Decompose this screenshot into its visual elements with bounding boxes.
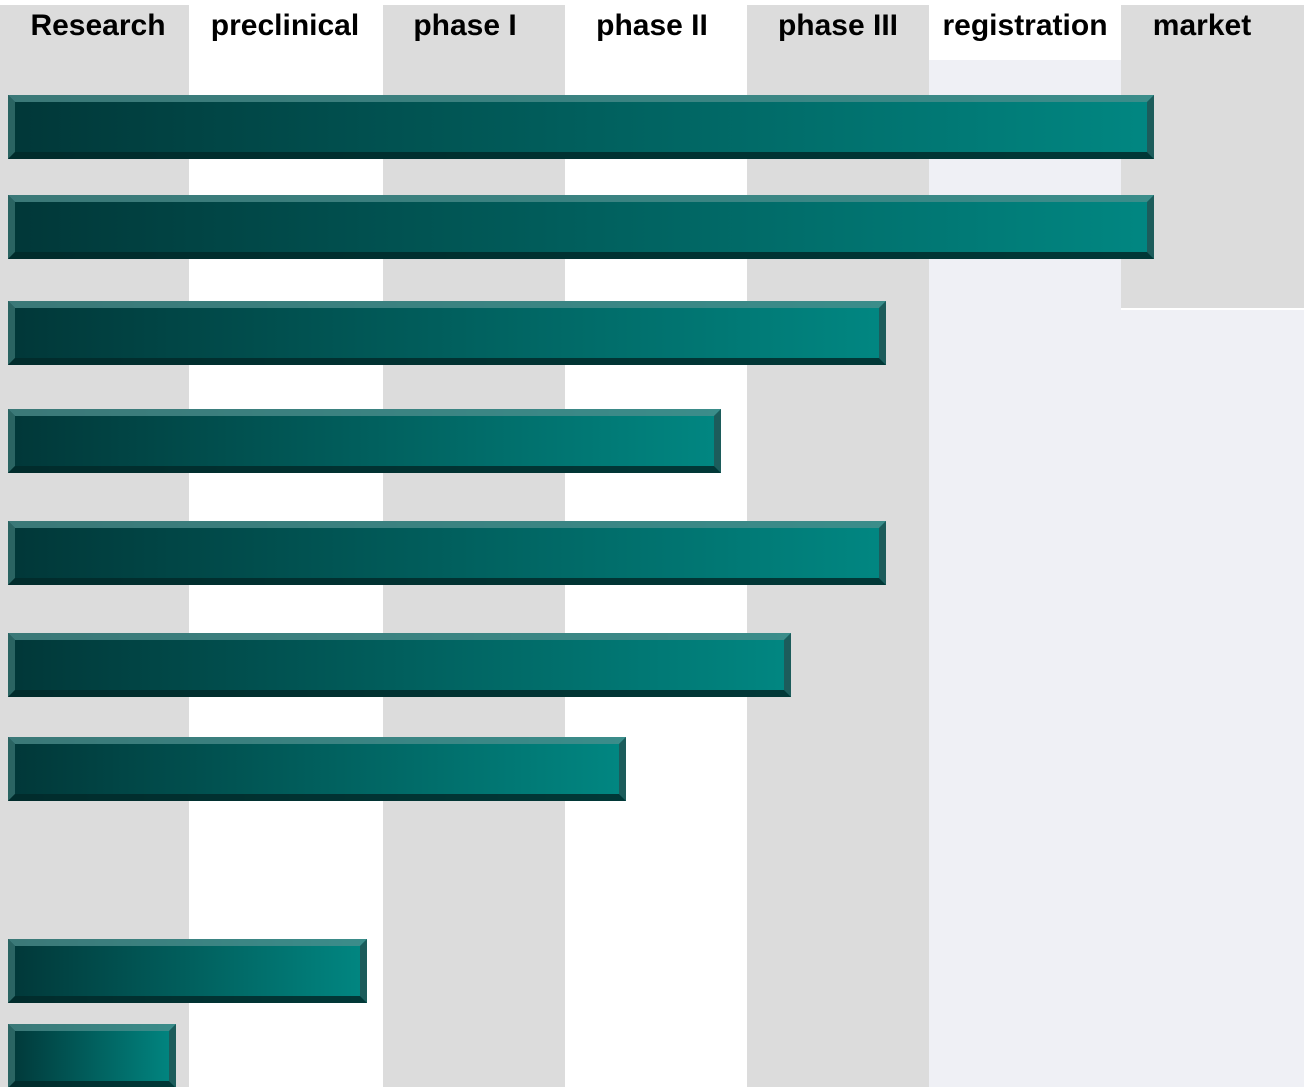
stage-header: phase I <box>413 9 516 42</box>
bar <box>8 521 886 585</box>
market-band-lower <box>1121 309 1304 1087</box>
stage-header: Research <box>30 9 165 42</box>
bar <box>8 195 1154 259</box>
stage-headers: Research preclinical phase I phase II phase … <box>30 9 1251 42</box>
bars <box>8 95 1154 1087</box>
stage-header: phase III <box>778 9 898 42</box>
bar <box>8 939 367 1003</box>
stage-header: registration <box>942 9 1107 42</box>
bar <box>8 737 626 801</box>
stage-header: market <box>1153 9 1251 42</box>
stage-header: preclinical <box>211 9 359 42</box>
bar <box>8 95 1154 159</box>
bar <box>8 1024 176 1087</box>
bar <box>8 301 886 365</box>
bar <box>8 409 721 473</box>
stage-header: phase II <box>596 9 708 42</box>
bar <box>8 633 791 697</box>
